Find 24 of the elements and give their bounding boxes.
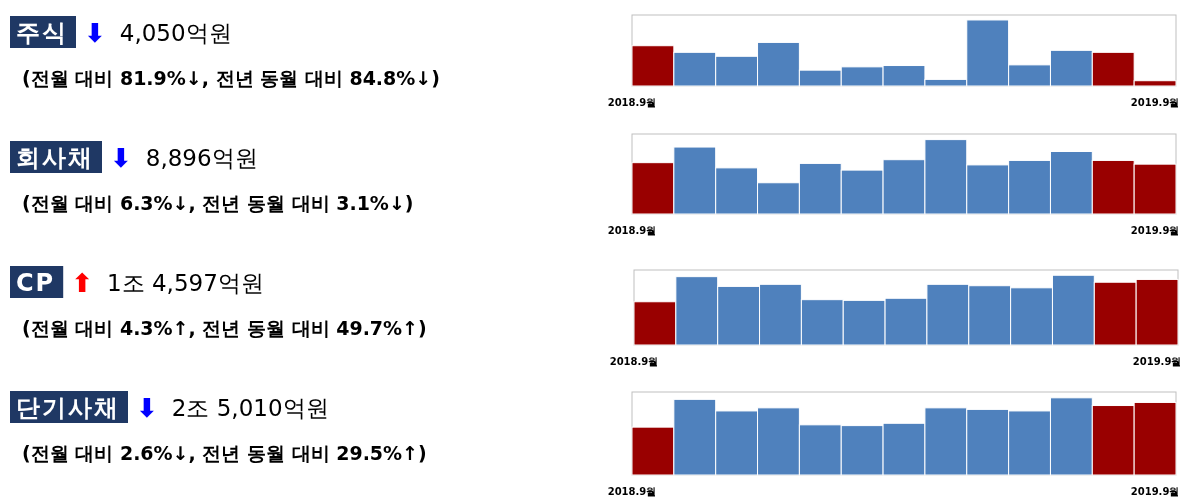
text: 주식 — [16, 19, 68, 47]
text: 2조 5,010억원 — [171, 395, 329, 421]
text: ⬇ — [84, 18, 106, 48]
text: 단기사채 — [16, 394, 120, 422]
text: 1조 4,597억원 — [107, 270, 264, 296]
x-tick-label: 2018.9월 — [609, 356, 659, 367]
text: ⬇ — [110, 143, 132, 173]
text: 4,050억원 — [119, 20, 232, 46]
text: (전월 대비 2.6%↓, 전년 동월 대비 29.5%↑) — [22, 442, 427, 464]
text: (전월 대비 81.9%↓, 전년 동월 대비 84.8%↓) — [22, 67, 440, 89]
x-tick-label: 2018.9월 — [607, 97, 657, 108]
x-tick-label: 2019.9월 — [1132, 356, 1182, 367]
text: CP — [16, 269, 56, 297]
x-tick-label: 2019.9월 — [1130, 97, 1180, 108]
x-tick-label: 2018.9월 — [607, 486, 657, 497]
text: (전월 대비 4.3%↑, 전년 동월 대비 49.7%↑) — [22, 317, 427, 339]
text: 8,896억원 — [145, 145, 258, 171]
text: ⬇ — [136, 393, 158, 423]
x-tick-label: 2018.9월 — [607, 225, 657, 236]
text: (전월 대비 6.3%↓, 전년 동월 대비 3.1%↓) — [22, 192, 414, 214]
text: 회사채 — [16, 144, 94, 172]
x-tick-label: 2019.9월 — [1130, 486, 1180, 497]
x-tick-label: 2019.9월 — [1130, 225, 1180, 236]
text: ⬆ — [71, 268, 93, 298]
